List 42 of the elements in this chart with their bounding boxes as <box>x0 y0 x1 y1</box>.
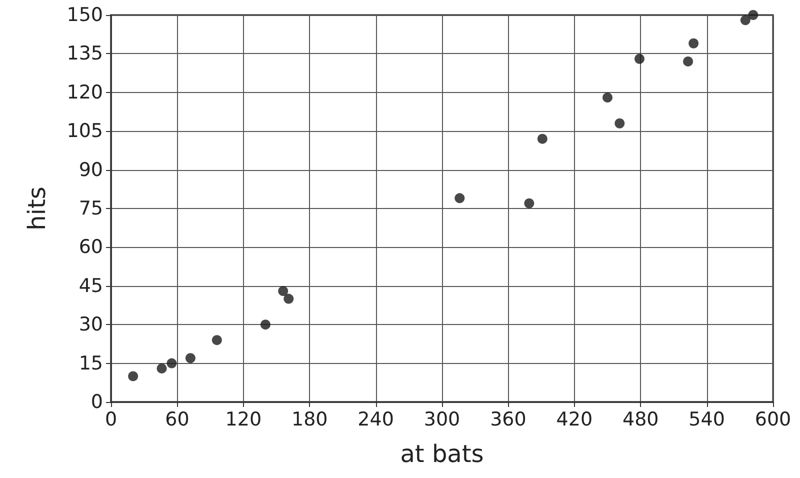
point <box>278 286 288 296</box>
point <box>688 38 699 48</box>
y-tick-label: 105 <box>66 120 103 142</box>
x-axis-title: at bats <box>400 440 484 468</box>
point <box>156 363 167 374</box>
point <box>740 15 750 26</box>
point <box>128 371 138 382</box>
point <box>185 353 196 364</box>
x-tick-label: 480 <box>622 408 659 430</box>
x-tick-label: 300 <box>424 408 460 430</box>
x-tick-label: 60 <box>165 408 190 430</box>
point <box>537 134 548 144</box>
y-tick-label: 15 <box>78 352 103 374</box>
point <box>212 335 222 346</box>
point <box>634 54 644 64</box>
point <box>748 10 758 20</box>
y-tick-label: 120 <box>66 81 103 104</box>
point <box>454 193 465 204</box>
x-tick-label: 240 <box>358 408 394 430</box>
y-axis-title: hits <box>23 186 51 230</box>
x-tick-label: 0 <box>104 408 118 430</box>
x-tick-label: 360 <box>490 408 526 430</box>
x-tick-label: 600 <box>754 408 792 430</box>
x-tick-label: 420 <box>556 408 593 430</box>
point <box>284 294 294 304</box>
point <box>602 92 612 103</box>
y-tick-label: 135 <box>66 42 103 65</box>
point <box>524 198 534 208</box>
x-tick-label: 120 <box>225 408 262 430</box>
y-tick-label: 60 <box>78 236 103 258</box>
point <box>260 320 270 330</box>
point <box>614 118 625 128</box>
x-tick-label: 180 <box>291 408 328 430</box>
point <box>683 56 694 66</box>
y-tick-label: 0 <box>90 391 103 413</box>
y-tick-label: 30 <box>78 314 103 336</box>
x-tick-label: 540 <box>688 408 725 430</box>
y-tick-label: 150 <box>66 4 103 26</box>
y-tick-label: 75 <box>78 198 103 220</box>
y-tick-label: 45 <box>78 274 103 297</box>
point <box>166 358 177 368</box>
y-tick-label: 90 <box>78 158 103 181</box>
